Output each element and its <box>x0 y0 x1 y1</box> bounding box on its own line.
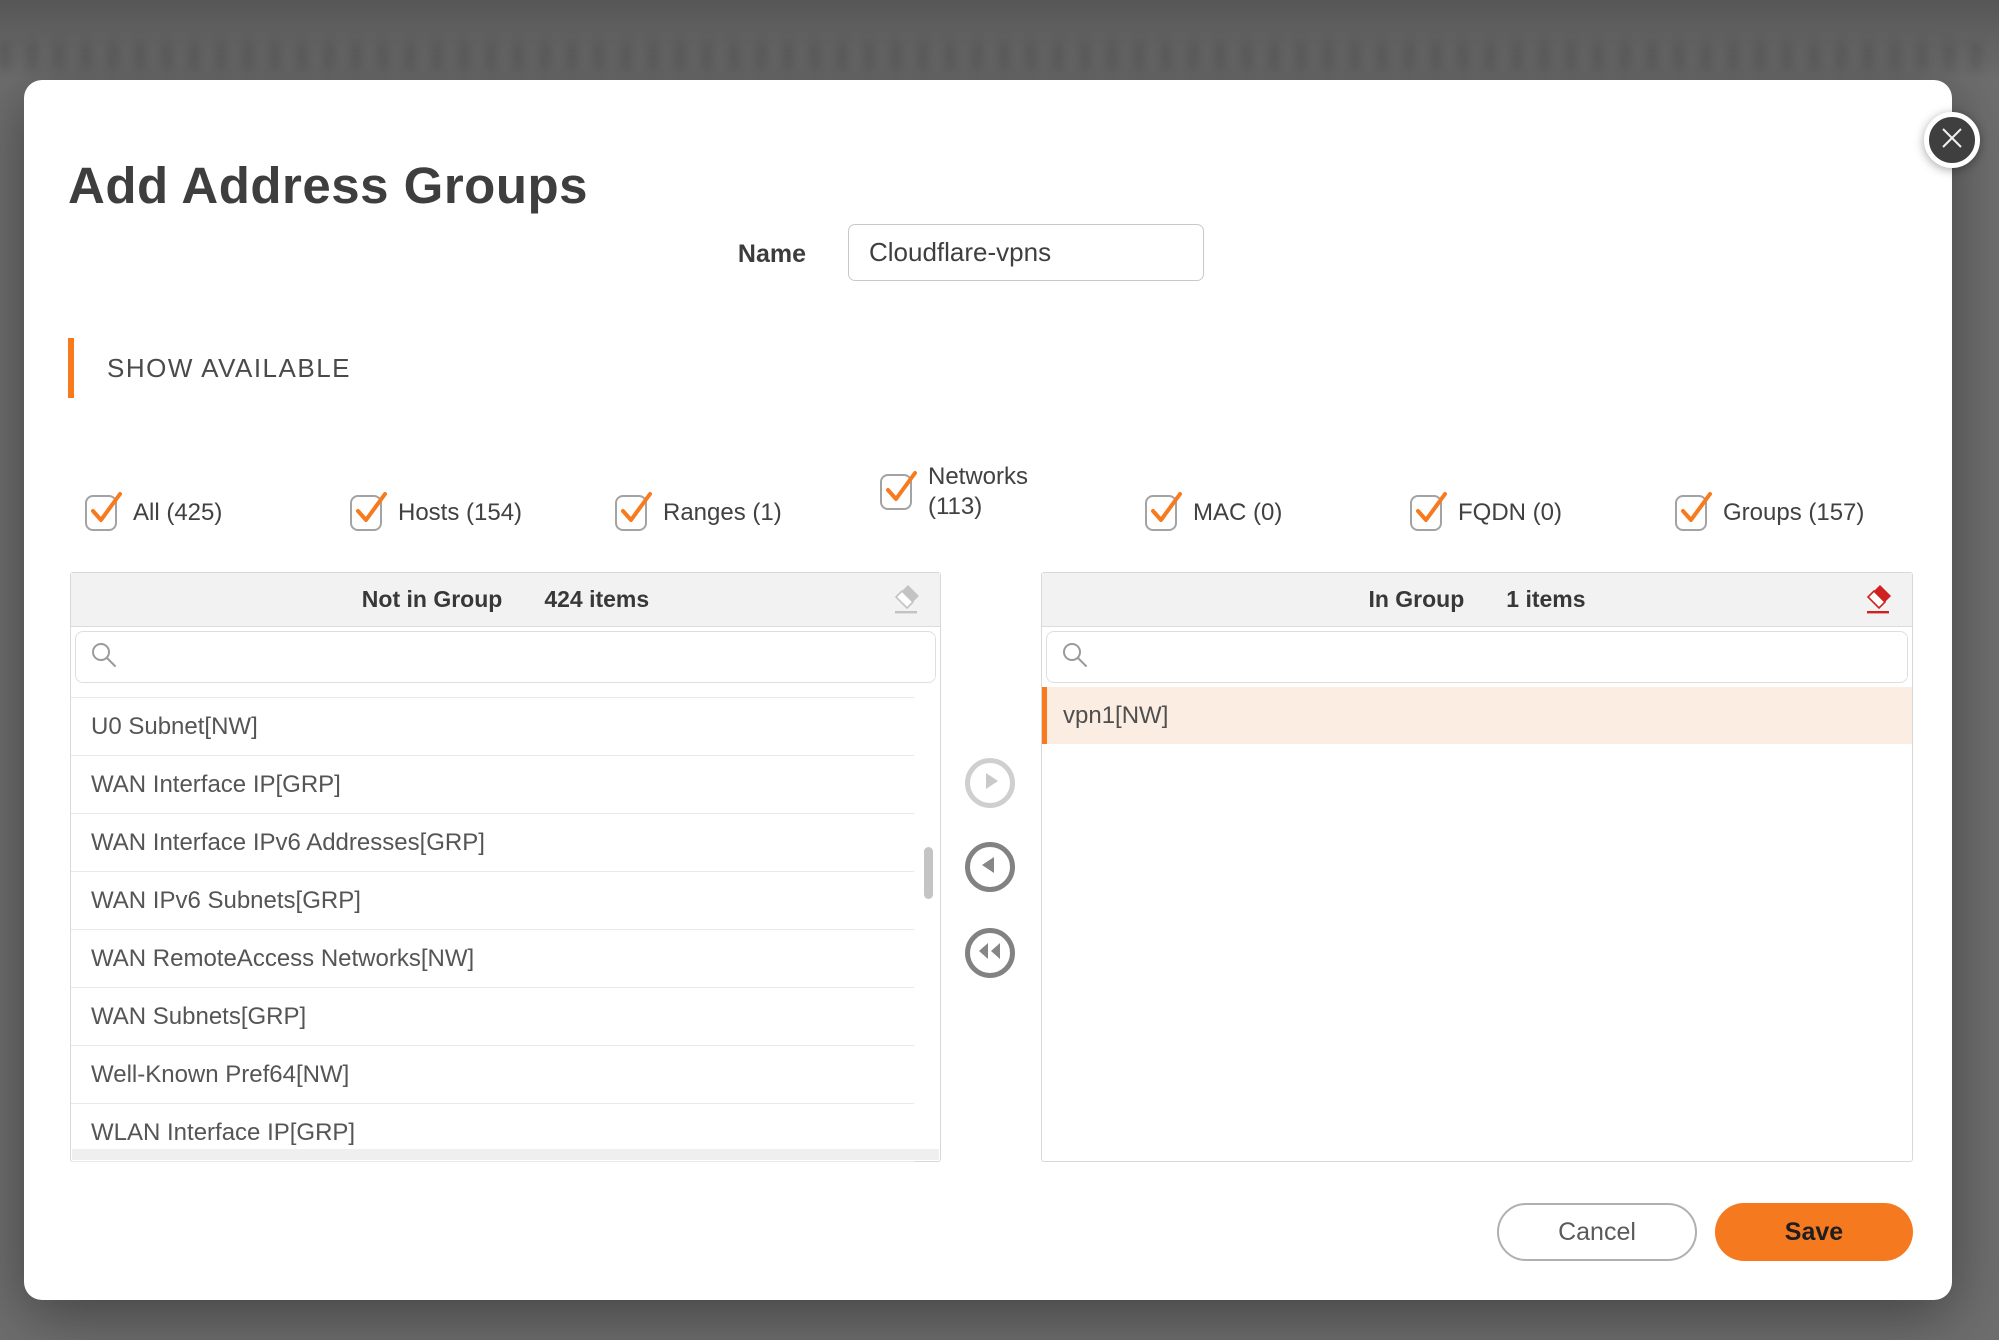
checkbox[interactable] <box>85 491 122 531</box>
filter-checkbox-item[interactable]: FQDN (0) <box>1410 491 1675 531</box>
section-title: SHOW AVAILABLE <box>107 352 352 383</box>
eraser-icon <box>888 585 922 619</box>
filter-label: All (425) <box>133 498 223 526</box>
list-item[interactable]: WAN Interface IPv6 Addresses[GRP] <box>71 814 914 872</box>
checkbox[interactable] <box>880 470 917 510</box>
in-group-panel: In Group 1 items <box>1041 572 1913 1162</box>
list-item[interactable]: U0 Subnet[NW] <box>71 698 914 756</box>
list-item[interactable]: Well-Known Pref64[NW] <box>71 1046 914 1104</box>
not-in-group-search[interactable] <box>75 631 936 683</box>
name-label: Name <box>737 240 806 268</box>
checkbox[interactable] <box>1410 491 1447 531</box>
section-accent-bar <box>68 338 74 398</box>
filter-label: Groups (157) <box>1723 498 1865 526</box>
eraser-icon <box>1860 585 1894 619</box>
not-in-group-panel: Not in Group 424 items <box>70 572 941 1162</box>
search-input[interactable] <box>118 636 935 678</box>
partial-list-row <box>71 687 914 698</box>
checkbox[interactable] <box>615 491 652 531</box>
filter-checkbox-item[interactable]: MAC (0) <box>1145 491 1410 531</box>
close-button[interactable] <box>1924 112 1980 168</box>
list-item[interactable]: WAN Interface IP[GRP] <box>71 756 914 814</box>
in-group-search[interactable] <box>1046 631 1908 683</box>
panel-item-count: 424 items <box>544 586 650 612</box>
search-icon <box>1061 641 1089 674</box>
filter-label: MAC (0) <box>1193 498 1283 526</box>
search-input[interactable] <box>1089 636 1907 678</box>
filter-checkbox-item[interactable]: Networks (113) <box>880 462 1145 522</box>
search-icon <box>90 641 118 674</box>
scrollbar-thumb[interactable] <box>924 847 933 899</box>
background-blur-strip <box>0 42 1999 70</box>
filter-label: Networks (113) <box>928 462 1029 520</box>
cancel-button[interactable]: Cancel <box>1497 1203 1697 1261</box>
filter-label: Hosts (154) <box>398 498 523 526</box>
type-filter-row: All (425) Hosts (154) <box>85 463 1865 550</box>
in-group-header: In Group 1 items <box>1042 573 1912 627</box>
arrow-left-icon <box>979 854 1001 881</box>
close-icon <box>1939 125 1965 156</box>
page-title: Add Address Groups <box>68 157 588 214</box>
arrow-right-icon <box>979 770 1001 797</box>
panel-item-count: 1 items <box>1506 586 1586 612</box>
show-available-section: SHOW AVAILABLE <box>68 338 351 398</box>
horizontal-scrollbar-track[interactable] <box>72 1149 939 1160</box>
save-button[interactable]: Save <box>1715 1203 1913 1261</box>
filter-label: FQDN (0) <box>1458 498 1562 526</box>
double-arrow-left-icon <box>976 941 1004 966</box>
checkbox[interactable] <box>1145 491 1182 531</box>
filter-label: Ranges (1) <box>663 498 782 526</box>
panel-title: In Group <box>1368 586 1465 612</box>
clear-list-button[interactable] <box>1860 583 1894 620</box>
selected-group-member[interactable]: vpn1[NW] <box>1042 687 1912 744</box>
filter-checkbox-item[interactable]: All (425) <box>85 491 350 531</box>
filter-checkbox-item[interactable]: Ranges (1) <box>615 491 880 531</box>
move-left-button[interactable] <box>965 842 1015 892</box>
filter-checkbox-item[interactable]: Hosts (154) <box>350 491 615 531</box>
list-item[interactable]: WLAN Interface IP[GRP] <box>71 1104 914 1162</box>
checkbox[interactable] <box>1675 491 1712 531</box>
list-item[interactable]: WAN IPv6 Subnets[GRP] <box>71 872 914 930</box>
filter-checkbox-item[interactable]: Groups (157) <box>1675 491 1865 531</box>
not-in-group-list: U0 Subnet[NW] WAN Interface IP[GRP] WAN … <box>71 687 940 1165</box>
checkbox[interactable] <box>350 491 387 531</box>
list-item[interactable]: WAN Subnets[GRP] <box>71 988 914 1046</box>
panel-title: Not in Group <box>361 586 503 612</box>
clear-list-button[interactable] <box>888 583 922 620</box>
add-address-groups-dialog: Add Address Groups Name SHOW AVAILABLE <box>24 80 1980 1300</box>
name-input[interactable] <box>848 224 1204 281</box>
move-right-button[interactable] <box>965 758 1015 808</box>
not-in-group-header: Not in Group 424 items <box>71 573 940 627</box>
background-page <box>0 0 1999 80</box>
move-all-left-button[interactable] <box>965 928 1015 978</box>
list-item[interactable]: WAN RemoteAccess Networks[NW] <box>71 930 914 988</box>
